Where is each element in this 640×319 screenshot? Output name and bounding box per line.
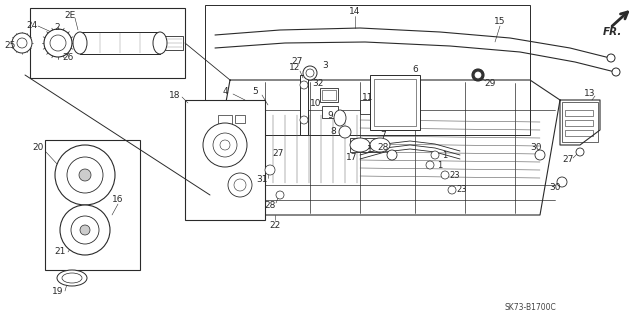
Text: 5: 5 <box>252 87 258 97</box>
Ellipse shape <box>334 110 346 126</box>
Bar <box>360 100 380 114</box>
Circle shape <box>80 225 90 235</box>
Bar <box>45 140 140 270</box>
Text: 16: 16 <box>112 196 124 204</box>
Circle shape <box>612 68 620 76</box>
Text: 25: 25 <box>4 41 16 50</box>
Text: 6: 6 <box>412 65 418 75</box>
Text: 32: 32 <box>312 79 324 88</box>
Circle shape <box>448 186 456 194</box>
Text: 13: 13 <box>584 88 596 98</box>
Circle shape <box>79 169 91 181</box>
Circle shape <box>535 150 545 160</box>
Text: 22: 22 <box>269 220 280 229</box>
Circle shape <box>557 177 567 187</box>
Bar <box>370 75 420 130</box>
Circle shape <box>426 161 434 169</box>
Bar <box>30 8 185 78</box>
Text: 28: 28 <box>378 144 388 152</box>
Text: 24: 24 <box>26 21 38 31</box>
Circle shape <box>576 148 584 156</box>
Text: 23: 23 <box>450 170 460 180</box>
Circle shape <box>475 72 481 78</box>
Text: 8: 8 <box>330 128 336 137</box>
Bar <box>322 106 338 118</box>
Text: 27: 27 <box>291 57 303 66</box>
Circle shape <box>339 126 351 138</box>
Circle shape <box>276 191 284 199</box>
Text: 23: 23 <box>457 186 467 195</box>
Text: 10: 10 <box>310 99 322 108</box>
Circle shape <box>607 54 615 62</box>
Text: 27: 27 <box>272 149 284 158</box>
Circle shape <box>203 123 247 167</box>
Ellipse shape <box>350 138 370 152</box>
Text: 2E: 2E <box>65 11 76 19</box>
Text: 14: 14 <box>349 8 361 17</box>
Text: 19: 19 <box>52 287 64 296</box>
Text: 27: 27 <box>563 155 573 165</box>
Bar <box>205 5 530 135</box>
Circle shape <box>60 205 110 255</box>
Bar <box>562 102 598 142</box>
Bar <box>320 88 338 102</box>
Text: 31: 31 <box>256 175 268 184</box>
Text: 20: 20 <box>32 144 44 152</box>
Text: FR.: FR. <box>602 27 621 37</box>
Bar <box>235 115 245 123</box>
Text: 30: 30 <box>549 183 561 192</box>
Text: 1: 1 <box>367 145 373 154</box>
Text: 30: 30 <box>531 144 541 152</box>
Text: 17: 17 <box>346 153 358 162</box>
Circle shape <box>472 69 484 81</box>
Circle shape <box>265 165 275 175</box>
Circle shape <box>228 173 252 197</box>
Text: 7: 7 <box>380 130 386 139</box>
Text: 2: 2 <box>54 24 60 33</box>
Ellipse shape <box>370 138 390 152</box>
Circle shape <box>441 171 449 179</box>
Ellipse shape <box>153 32 167 54</box>
Text: 11: 11 <box>362 93 374 101</box>
Text: 4: 4 <box>222 87 228 97</box>
Circle shape <box>387 150 397 160</box>
Text: SK73-B1700C: SK73-B1700C <box>504 303 556 313</box>
Bar <box>322 90 336 100</box>
Text: 29: 29 <box>484 78 496 87</box>
Bar <box>565 130 593 136</box>
Bar <box>565 110 593 116</box>
Text: 12: 12 <box>289 63 301 72</box>
Text: 28: 28 <box>264 201 276 210</box>
Bar <box>300 75 308 135</box>
Text: 9: 9 <box>327 112 333 121</box>
Ellipse shape <box>73 32 87 54</box>
Bar <box>165 36 183 50</box>
Bar <box>374 79 416 126</box>
Text: 15: 15 <box>494 18 506 26</box>
Text: 3: 3 <box>322 61 328 70</box>
Circle shape <box>300 116 308 124</box>
Circle shape <box>12 33 32 53</box>
Circle shape <box>300 81 308 89</box>
Text: 1: 1 <box>437 160 443 169</box>
Circle shape <box>303 66 317 80</box>
Text: 1: 1 <box>442 151 447 160</box>
Circle shape <box>431 151 439 159</box>
Bar <box>80 32 160 54</box>
Bar <box>565 120 593 126</box>
Circle shape <box>44 29 72 57</box>
Ellipse shape <box>57 270 87 286</box>
Text: 21: 21 <box>54 248 66 256</box>
Bar <box>218 115 232 125</box>
Bar <box>350 138 380 152</box>
Circle shape <box>55 145 115 205</box>
Text: 26: 26 <box>62 54 74 63</box>
Bar <box>185 100 265 220</box>
Text: 18: 18 <box>169 91 180 100</box>
